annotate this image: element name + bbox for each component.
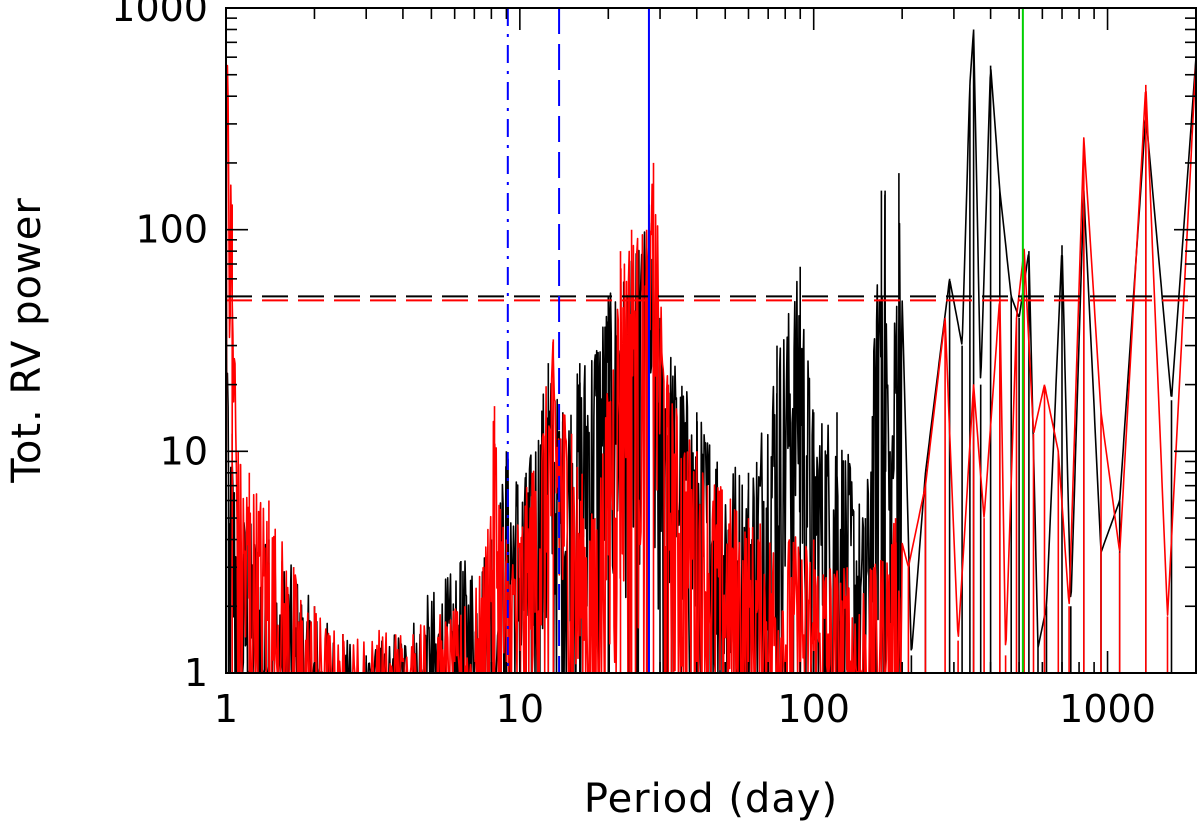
series-line-1 — [226, 29, 1196, 673]
x-axis-title: Period (day) — [584, 776, 838, 822]
y-tick-label: 1000 — [111, 0, 208, 30]
plot-frame — [225, 7, 1197, 674]
y-tick-label: 10 — [160, 429, 208, 473]
series-layer — [226, 8, 1196, 673]
series-line-2 — [226, 8, 1196, 673]
reference-lines-layer — [226, 8, 1196, 673]
y-tick-label: 100 — [135, 208, 208, 252]
x-tick-label: 100 — [777, 687, 850, 731]
ticks-layer — [225, 7, 1197, 674]
x-tick-label: 1000 — [1059, 687, 1156, 731]
x-tick-label: 10 — [496, 687, 544, 731]
y-tick-label: 1 — [184, 651, 208, 695]
x-tick-label: 1 — [214, 687, 238, 731]
tick-labels-layer: 1 10 100 1000 1 10 100 1000 — [111, 0, 1156, 731]
y-axis-title: Tot. RV power — [4, 197, 50, 484]
